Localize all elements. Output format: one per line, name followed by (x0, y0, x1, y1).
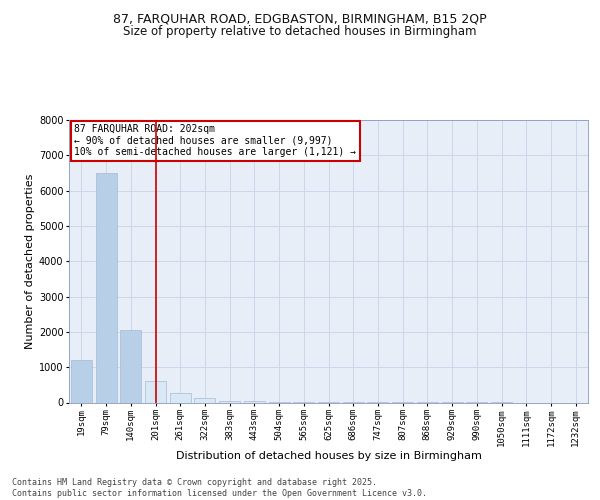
Y-axis label: Number of detached properties: Number of detached properties (25, 174, 35, 349)
Bar (95, 173, 116, 402)
Bar (71, 360, 92, 403)
Bar (194, 398, 215, 402)
Text: 87 FARQUHAR ROAD: 202sqm
← 90% of detached houses are smaller (9,997)
10% of sem: 87 FARQUHAR ROAD: 202sqm ← 90% of detach… (74, 124, 356, 158)
Bar (219, 400, 240, 402)
Text: 87, FARQUHAR ROAD, EDGBASTON, BIRMINGHAM, B15 2QP: 87, FARQUHAR ROAD, EDGBASTON, BIRMINGHAM… (113, 12, 487, 26)
Bar (170, 393, 191, 402)
X-axis label: Distribution of detached houses by size in Birmingham: Distribution of detached houses by size … (176, 451, 481, 461)
Bar (120, 330, 141, 402)
Bar (145, 382, 166, 402)
Text: Size of property relative to detached houses in Birmingham: Size of property relative to detached ho… (123, 25, 477, 38)
Text: Contains HM Land Registry data © Crown copyright and database right 2025.
Contai: Contains HM Land Registry data © Crown c… (12, 478, 427, 498)
